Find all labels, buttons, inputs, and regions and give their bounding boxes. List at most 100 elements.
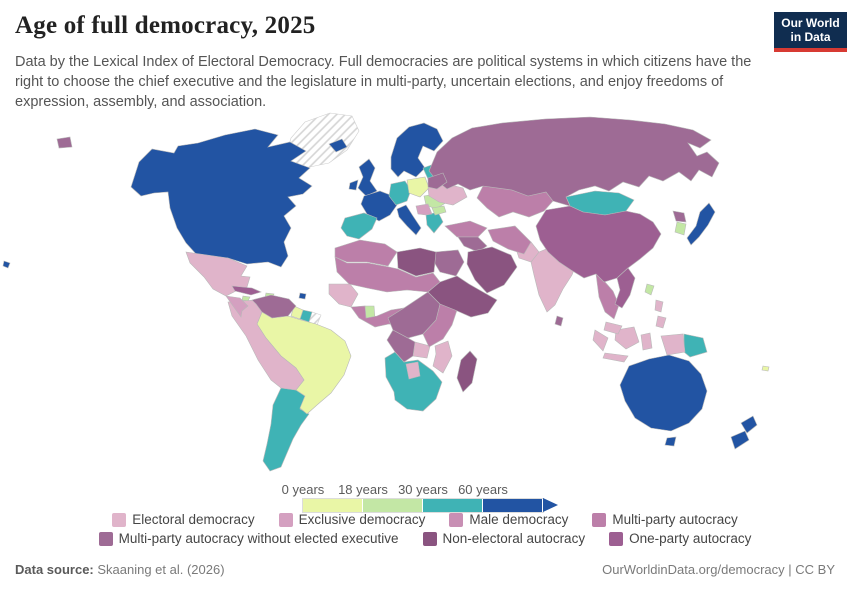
region-indonesia[interactable] (592, 326, 686, 363)
region-greenland[interactable] (283, 112, 360, 169)
region-australia[interactable] (619, 354, 708, 432)
region-sri-lanka[interactable] (554, 315, 564, 327)
region-venezuela[interactable] (251, 294, 297, 319)
region-italy[interactable] (396, 204, 422, 236)
region-myanmar-thailand[interactable] (595, 273, 620, 320)
region-north-korea[interactable] (672, 210, 687, 223)
region-senegal-guinea[interactable] (328, 283, 359, 308)
region-germany-central-europe[interactable] (388, 180, 412, 206)
region-cuba[interactable] (231, 285, 262, 296)
scale-tick-label: 60 years (458, 482, 508, 497)
region-tasmania[interactable] (664, 436, 677, 447)
legend-item[interactable]: Multi-party autocracy (592, 512, 738, 527)
region-united-kingdom[interactable] (357, 158, 378, 197)
legend-item[interactable]: Male democracy (449, 512, 568, 527)
region-ireland[interactable] (348, 179, 359, 191)
legend-label: Multi-party autocracy without elected ex… (118, 531, 399, 546)
region-belarus[interactable] (427, 172, 448, 190)
categorical-legend: Electoral democracy Exclusive democracy Ma… (0, 512, 850, 550)
owid-logo-line1: Our World (781, 15, 840, 30)
scale-color-bar[interactable] (302, 498, 558, 513)
region-guyana[interactable] (290, 305, 304, 320)
legend-item[interactable]: Exclusive democracy (278, 512, 426, 527)
chart-subtitle: Data by the Lexical Index of Electoral D… (15, 54, 752, 110)
region-taiwan[interactable] (644, 283, 655, 296)
region-greece[interactable] (425, 211, 444, 234)
region-fiji[interactable] (761, 365, 770, 372)
chart-footer: Data source: Skaaning et al. (2026) OurW… (15, 562, 835, 577)
legend-label: Male democracy (469, 512, 569, 527)
legend-swatch (112, 512, 127, 527)
region-egypt[interactable] (433, 249, 465, 277)
data-source-value: Skaaning et al. (2026) (93, 562, 225, 577)
region-zambia[interactable] (412, 341, 431, 359)
legend-label: Multi-party autocracy (612, 512, 738, 527)
region-chile-argentina[interactable] (262, 387, 310, 472)
world-choropleth-map (2, 112, 770, 472)
region-russia[interactable] (428, 116, 720, 207)
owid-url-license[interactable]: OurWorldinData.org/democracy | CC BY (602, 562, 835, 577)
region-saudi-arabia[interactable] (466, 246, 518, 294)
data-source-note: Data source: Skaaning et al. (2026) (15, 562, 225, 577)
region-south-africa-namibia[interactable] (384, 351, 443, 412)
owid-logo-line2: in Data (790, 30, 831, 44)
legend-row: Electoral democracy Exclusive democracy Ma… (0, 512, 850, 527)
region-chukotka[interactable] (56, 136, 73, 149)
legend-swatch (592, 512, 607, 527)
region-hawaii[interactable] (2, 260, 11, 269)
legend-swatch (278, 512, 293, 527)
region-france[interactable] (360, 190, 398, 222)
legend-swatch (422, 531, 437, 546)
legend-row: Multi-party autocracy without elected ex… (0, 531, 850, 546)
region-canada-usa[interactable] (130, 128, 313, 268)
region-colombia-peru-andes[interactable] (227, 299, 305, 391)
numeric-color-scale: 0 years 18 years 30 years 60 years (282, 482, 558, 513)
region-iran-afghanistan[interactable] (487, 225, 532, 255)
owid-logo[interactable]: Our World in Data (774, 12, 847, 52)
region-poland[interactable] (406, 176, 430, 198)
legend-item[interactable]: Electoral democracy (112, 512, 255, 527)
region-iceland[interactable] (328, 138, 348, 153)
region-philippines[interactable] (654, 299, 667, 329)
legend-swatch (98, 531, 113, 546)
region-japan[interactable] (686, 202, 716, 246)
region-new-zealand[interactable] (730, 415, 758, 450)
legend-swatch (449, 512, 464, 527)
region-botswana[interactable] (405, 361, 421, 380)
page-title: Age of full democracy, 2025 (15, 12, 316, 39)
region-turkey[interactable] (444, 220, 488, 238)
data-source-label: Data source: (15, 562, 94, 577)
region-papua-new-guinea[interactable] (683, 333, 708, 358)
legend-item[interactable]: Non-electoral autocracy (422, 531, 586, 546)
region-malaysia[interactable] (603, 321, 623, 335)
region-madagascar[interactable] (456, 350, 478, 393)
legend-label: Non-electoral autocracy (442, 531, 586, 546)
legend-item[interactable]: One-party autocracy (609, 531, 751, 546)
region-libya[interactable] (396, 247, 437, 277)
region-central-america[interactable] (225, 295, 249, 318)
legend-label: Electoral democracy (132, 512, 255, 527)
region-trinidad[interactable] (298, 292, 307, 300)
legend-label: Exclusive democracy (298, 512, 426, 527)
scale-segment[interactable] (303, 499, 363, 512)
scale-tick-label: 0 years (281, 482, 325, 497)
region-mozambique[interactable] (432, 340, 453, 374)
scale-segment[interactable] (483, 499, 543, 512)
region-vietnam-laos[interactable] (614, 267, 636, 309)
legend-label: One-party autocracy (629, 531, 752, 546)
region-bulgaria[interactable] (431, 205, 447, 216)
region-serbia-balkans[interactable] (415, 203, 433, 216)
region-sudan-ethiopia[interactable] (427, 275, 498, 318)
region-scandinavia[interactable] (390, 122, 444, 178)
scale-segment[interactable] (363, 499, 423, 512)
scale-tick-label: 30 years (398, 482, 448, 497)
legend-swatch (609, 531, 624, 546)
region-south-korea[interactable] (674, 221, 687, 236)
scale-arrow (543, 498, 558, 512)
scale-tick-label: 18 years (338, 482, 388, 497)
region-iberia[interactable] (340, 212, 378, 240)
scale-tick-labels: 0 years 18 years 30 years 60 years (282, 482, 543, 498)
scale-segment[interactable] (423, 499, 483, 512)
legend-item[interactable]: Multi-party autocracy without elected ex… (98, 531, 399, 546)
